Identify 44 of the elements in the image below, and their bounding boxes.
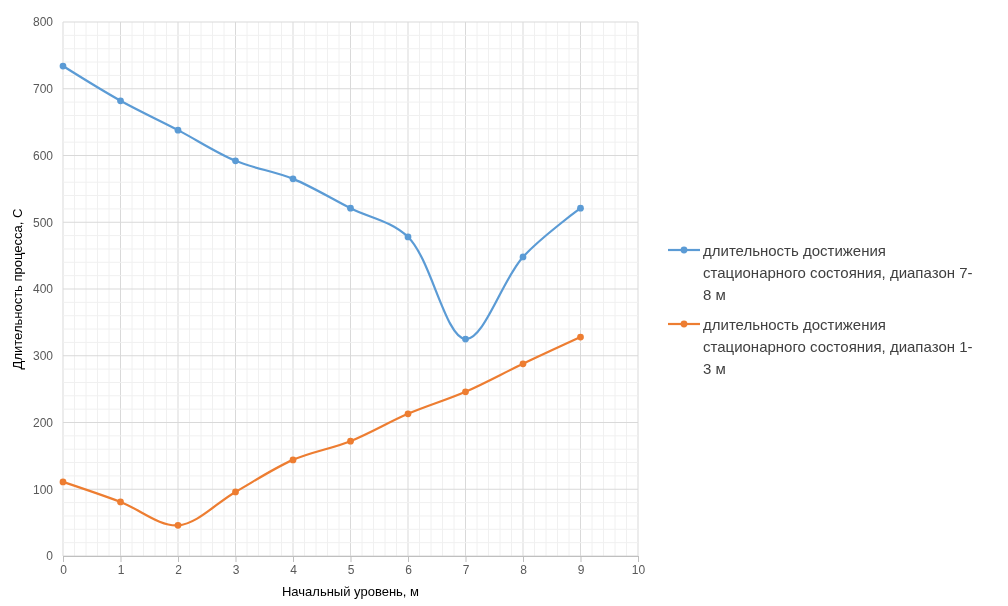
point [232,488,239,496]
y-tick-label: 800 [32,15,54,30]
y-tick-label: 100 [32,482,54,497]
point [577,333,584,341]
point [59,62,67,70]
y-tick-label: 0 [46,549,54,564]
point [289,175,297,183]
x-tick-label: 10 [631,562,646,577]
point [347,204,354,212]
x-tick-label: 5 [347,562,355,577]
point [174,521,182,529]
y-tick-label: 200 [32,415,54,430]
x-tick-label: 0 [60,562,68,577]
y-tick-label: 600 [32,148,54,163]
point [289,456,297,464]
x-tick-label: 8 [520,562,528,577]
point [117,97,124,105]
legend-label: длительность достижения стационарного состояния, диапазон 1-3 м [703,315,974,379]
point [462,335,469,343]
point [59,478,67,486]
x-tick-label: 3 [232,562,240,577]
y-tick-label: 300 [32,349,54,364]
x-tick-label: 1 [117,562,125,577]
y-axis-title: Длительность процесса, С [10,208,25,370]
x-tick-label: 7 [462,562,470,577]
y-tick-label: 400 [32,282,54,297]
point [519,253,527,261]
point [462,388,469,396]
y-tick-label: 700 [32,82,54,97]
point [232,157,239,165]
point [347,437,354,445]
x-tick-label: 4 [290,562,298,577]
x-tick-label: 6 [405,562,413,577]
legend-label: длительность достижения стационарного состояния, диапазон 7-8 м [703,241,974,305]
point [174,126,182,134]
point [577,204,584,212]
point [519,360,527,368]
y-tick-label: 500 [32,215,54,230]
point [404,233,412,241]
x-axis-title: Начальный уровень, м [281,584,420,599]
point [404,410,412,418]
x-tick-label: 2 [175,562,183,577]
point [117,498,124,506]
x-tick-label: 9 [577,562,585,577]
